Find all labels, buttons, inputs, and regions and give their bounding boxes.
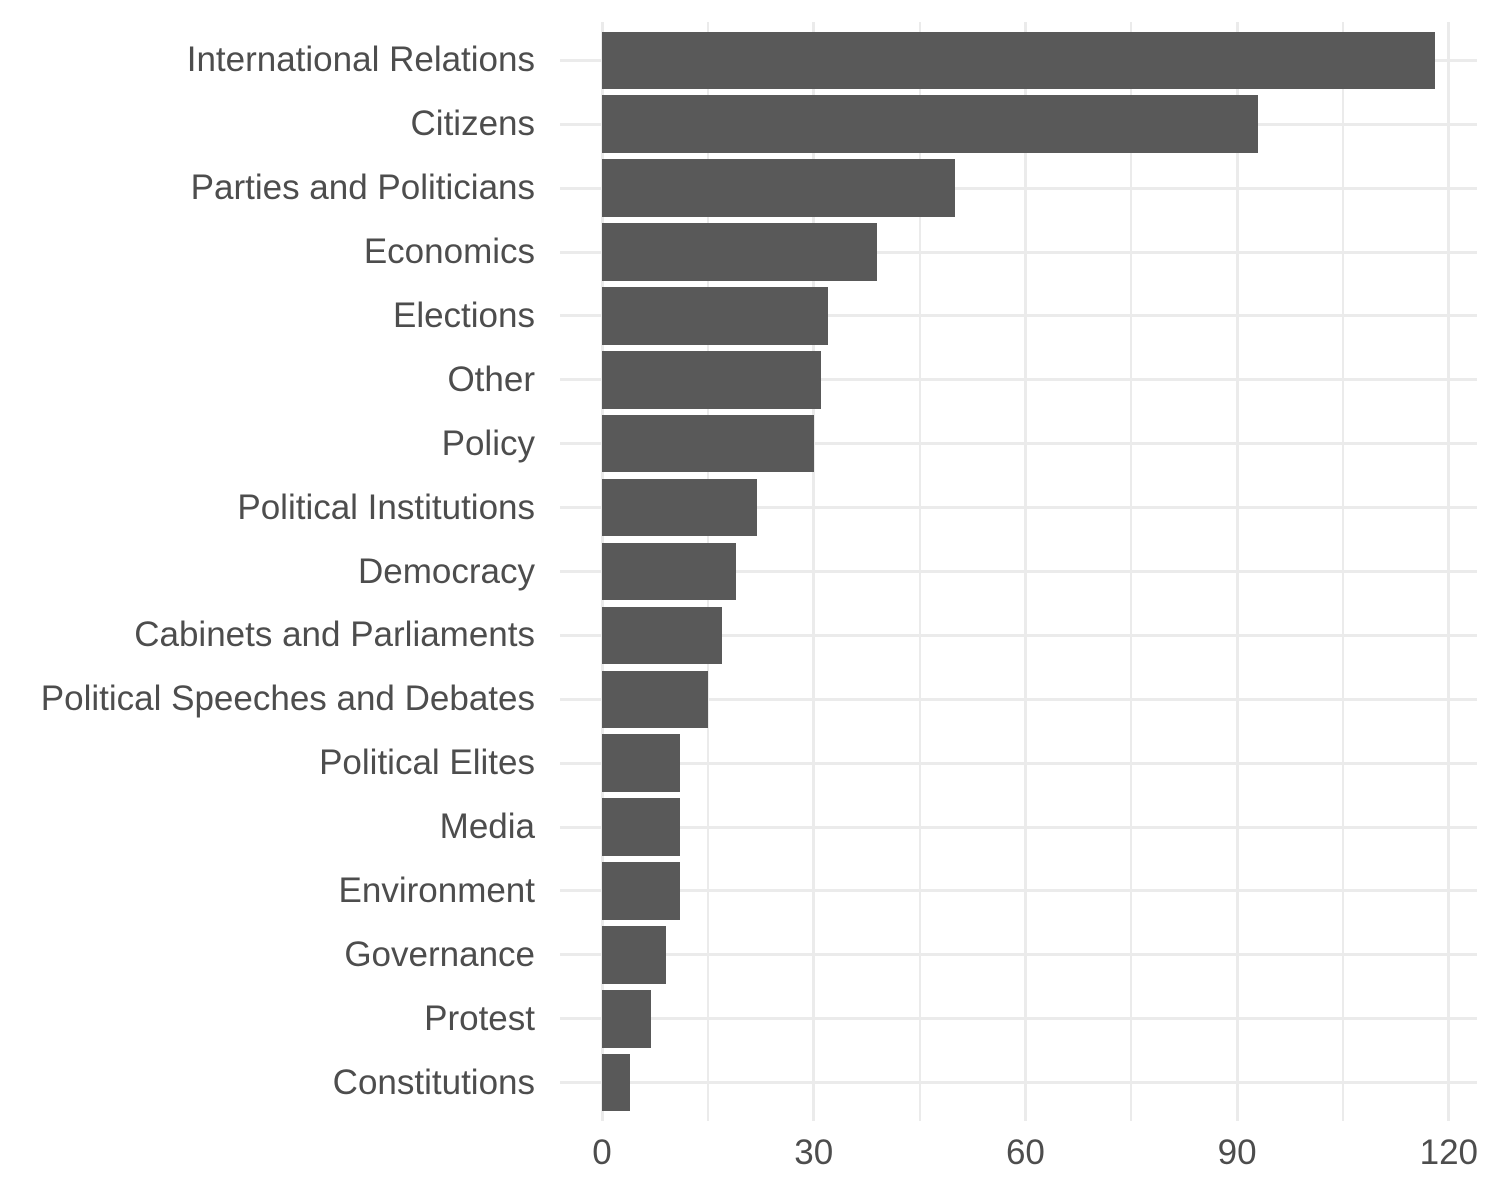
gridline-horizontal-major	[560, 761, 1477, 765]
x-tick-label: 60	[1005, 1133, 1045, 1172]
gridline-vertical-major	[1447, 22, 1451, 1121]
gridline-horizontal-major	[560, 570, 1477, 573]
y-tick-label: Environment	[338, 870, 535, 910]
y-tick-label: Governance	[344, 934, 535, 974]
y-tick-label: International Relations	[186, 40, 535, 80]
bar-parties-and-politicians	[602, 159, 955, 217]
bar-political-institutions	[602, 478, 758, 537]
bar-policy	[602, 414, 814, 473]
gridline-horizontal-major	[560, 633, 1477, 637]
x-tick-label: 90	[1217, 1133, 1257, 1172]
y-tick-label: Political Elites	[319, 743, 535, 783]
y-tick-label: Protest	[424, 998, 535, 1038]
y-tick-label: Parties and Politicians	[190, 168, 535, 208]
bar-elections	[602, 287, 828, 345]
gridline-horizontal-major	[560, 442, 1477, 446]
gridline-vertical-minor	[918, 22, 921, 1121]
y-tick-label: Policy	[441, 423, 535, 463]
bar-cabinets-and-parliaments	[602, 606, 722, 665]
y-tick-label: Cabinets and Parliaments	[134, 615, 535, 655]
x-tick-label: 30	[794, 1133, 834, 1172]
gridline-horizontal-major	[560, 1081, 1477, 1085]
y-tick-label: Political Institutions	[237, 487, 535, 527]
y-tick-label: Other	[447, 359, 535, 399]
gridline-horizontal-major	[560, 506, 1477, 510]
bar-international-relations	[602, 31, 1435, 90]
gridline-vertical-major	[812, 22, 816, 1121]
y-tick-label: Elections	[392, 295, 535, 335]
gridline-horizontal-major	[560, 889, 1477, 893]
bar-media	[602, 798, 680, 856]
bar-constitutions	[602, 1053, 631, 1112]
y-tick-label: Media	[439, 807, 535, 847]
bar-political-elites	[602, 734, 680, 792]
x-tick-label: 120	[1419, 1133, 1479, 1172]
y-tick-label: Citizens	[410, 104, 535, 144]
bar-democracy	[602, 542, 737, 601]
bar-other	[602, 351, 821, 409]
bar-economics	[602, 223, 878, 281]
gridline-horizontal-major	[560, 697, 1477, 701]
y-tick-label: Political Speeches and Debates	[40, 679, 535, 719]
gridline-vertical-minor	[1341, 22, 1344, 1121]
y-tick-label: Economics	[363, 232, 535, 272]
bar-protest	[602, 990, 652, 1048]
gridline-horizontal-major	[560, 250, 1477, 254]
bar-citizens	[602, 95, 1259, 153]
gridline-vertical-major	[1235, 22, 1239, 1121]
gridline-horizontal-major	[560, 825, 1477, 829]
bar-governance	[602, 926, 666, 984]
plot-panel	[560, 22, 1477, 1121]
gridline-horizontal-major	[560, 314, 1477, 318]
bar-political-speeches-and-debates	[602, 670, 708, 729]
y-tick-label: Constitutions	[332, 1062, 535, 1102]
bar-environment	[602, 862, 680, 920]
gridline-vertical-major	[1023, 22, 1027, 1121]
x-tick-label: 0	[592, 1133, 612, 1172]
gridline-horizontal-major	[560, 953, 1477, 957]
y-tick-label: Democracy	[358, 551, 535, 591]
gridline-horizontal-major	[560, 378, 1477, 382]
gridline-vertical-minor	[1130, 22, 1133, 1121]
gridline-horizontal-major	[560, 1017, 1477, 1021]
gridline-horizontal-major	[560, 186, 1477, 190]
